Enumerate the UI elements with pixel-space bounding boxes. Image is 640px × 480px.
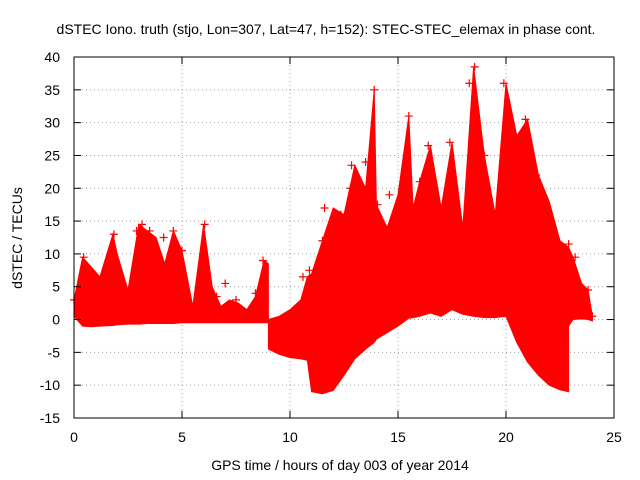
data-point-marker xyxy=(132,226,141,235)
data-point-marker xyxy=(232,295,240,304)
data-point-marker xyxy=(584,286,593,295)
data-point-marker xyxy=(465,79,474,88)
y-tick-label: 10 xyxy=(44,246,60,262)
data-point-marker xyxy=(571,253,580,262)
data-point-marker xyxy=(109,230,118,239)
data-point-marker xyxy=(445,138,454,147)
data-point-marker xyxy=(415,177,424,186)
y-tick-label: 30 xyxy=(44,115,60,131)
data-point-marker xyxy=(432,203,441,212)
x-axis-label: GPS time / hours of day 003 of year 2014 xyxy=(211,457,469,473)
data-point-marker xyxy=(200,220,209,229)
data-point-marker xyxy=(588,312,597,321)
data-point-marker xyxy=(336,210,345,219)
series-band-2 xyxy=(267,66,570,395)
data-point-marker xyxy=(404,112,413,121)
data-point-marker xyxy=(370,85,379,94)
y-tick-label: 0 xyxy=(52,312,60,328)
x-tick-label: 0 xyxy=(70,429,78,445)
data-point-marker xyxy=(480,151,489,160)
data-point-marker xyxy=(361,158,370,167)
y-tick-label: -5 xyxy=(48,344,61,360)
y-tick-label: -10 xyxy=(40,377,60,393)
y-tick-label: 20 xyxy=(44,180,60,196)
series-band-3 xyxy=(568,247,593,328)
data-point-marker xyxy=(320,203,329,212)
data-point-marker xyxy=(259,256,267,265)
data-point-marker xyxy=(318,236,327,245)
x-tick-label: 15 xyxy=(390,429,406,445)
y-tick-label: 40 xyxy=(44,49,60,65)
data-point-marker xyxy=(178,246,186,255)
data-point-marker xyxy=(373,200,382,209)
data-point-marker xyxy=(305,266,314,275)
plot-border xyxy=(73,56,615,419)
data-point-marker xyxy=(470,62,479,71)
x-tick-label: 10 xyxy=(282,429,298,445)
data-point-marker xyxy=(221,279,230,288)
data-point-marker xyxy=(298,272,307,281)
y-tick-label: 25 xyxy=(44,147,60,163)
y-tick-label: 5 xyxy=(52,279,60,295)
data-point-marker xyxy=(347,161,356,170)
data-point-marker xyxy=(169,226,178,235)
data-point-marker xyxy=(409,203,418,212)
data-point-marker xyxy=(499,79,508,88)
x-tick-label: 25 xyxy=(606,429,622,445)
chart-title: dSTEC Iono. truth (stjo, Lon=307, Lat=47… xyxy=(57,21,596,37)
data-point-marker xyxy=(532,171,541,180)
data-point-marker xyxy=(385,190,394,199)
data-point-marker xyxy=(212,292,221,301)
data-layer xyxy=(70,62,597,395)
data-point-marker xyxy=(537,197,546,206)
data-point-marker xyxy=(138,220,147,229)
data-point-marker xyxy=(509,131,518,140)
y-tick-label: 35 xyxy=(44,82,60,98)
data-point-marker xyxy=(159,233,168,242)
data-point-marker xyxy=(251,289,260,298)
y-tick-label: 15 xyxy=(44,213,60,229)
data-point-marker xyxy=(346,184,355,193)
data-point-marker xyxy=(145,226,154,235)
tick-layer: 0 5 10 15 20 25 -15 -10 -5 0 5 10 15 20 25 30 35 40 xyxy=(40,49,622,445)
data-point-marker xyxy=(424,141,433,150)
data-point-marker xyxy=(521,115,530,124)
series-band-1 xyxy=(73,223,269,328)
y-tick-label: -15 xyxy=(40,410,60,426)
data-point-marker xyxy=(564,240,573,249)
y-axis-label: dSTEC / TECUs xyxy=(9,187,25,289)
x-tick-label: 20 xyxy=(498,429,514,445)
data-point-marker xyxy=(79,253,88,262)
x-tick-label: 5 xyxy=(178,429,186,445)
